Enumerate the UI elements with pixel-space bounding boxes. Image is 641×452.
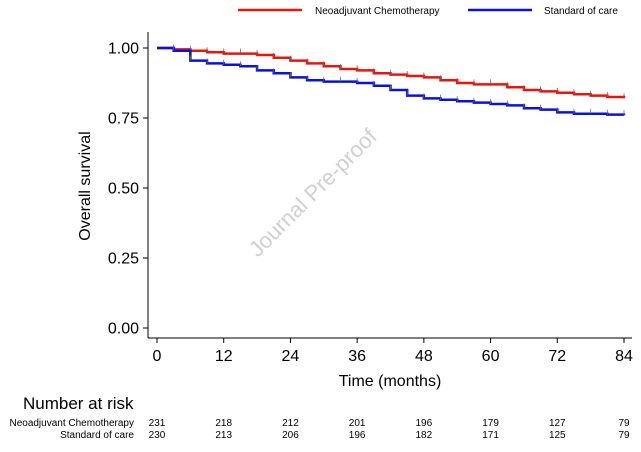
y-tick-label: 0.75 — [108, 111, 139, 128]
y-tick-label: 1.00 — [108, 41, 139, 58]
risk-count: 179 — [482, 418, 499, 429]
risk-count: 79 — [618, 430, 630, 441]
legend-label-neoadjuvant: Neoadjuvant Chemotherapy — [315, 6, 440, 17]
risk-row-label: Standard of care — [60, 430, 134, 441]
risk-count: 206 — [282, 430, 299, 441]
risk-count: 230 — [148, 430, 166, 441]
watermark: Journal Pre-proof — [244, 123, 382, 261]
y-tick-label: 0.25 — [108, 251, 139, 268]
y-tick-label: 0.00 — [108, 321, 139, 338]
risk-count: 127 — [548, 418, 566, 429]
risk-count: 196 — [348, 430, 366, 441]
risk-table-title: Number at risk — [23, 394, 134, 413]
legend: Neoadjuvant Chemotherapy Standard of car… — [238, 6, 618, 17]
x-axis-label: Time (months) — [339, 373, 442, 390]
risk-count: 171 — [482, 430, 499, 441]
risk-count: 182 — [415, 430, 433, 441]
risk-count: 201 — [348, 418, 366, 429]
risk-count: 79 — [618, 418, 630, 429]
survival-curve-standard — [157, 46, 626, 116]
risk-count: 218 — [215, 418, 233, 429]
x-tick-label: 72 — [548, 348, 566, 365]
x-tick-label: 12 — [215, 348, 233, 365]
x-tick-label: 0 — [153, 348, 162, 365]
legend-label-standard: Standard of care — [544, 6, 618, 17]
risk-count: 196 — [415, 418, 433, 429]
risk-count: 125 — [548, 430, 566, 441]
x-tick-label: 84 — [615, 348, 633, 365]
x-tick-label: 24 — [282, 348, 300, 365]
axes: 0.00 0.25 0.50 0.75 1.00 0 12 24 36 48 60 72 84 — [108, 32, 633, 365]
risk-row-label: Neoadjuvant Chemotherapy — [9, 418, 134, 429]
y-axis-label: Overall survival — [77, 131, 94, 240]
risk-count: 231 — [148, 418, 166, 429]
x-tick-label: 36 — [348, 348, 366, 365]
y-tick-label: 0.50 — [108, 181, 139, 198]
series-layer — [157, 44, 626, 116]
x-tick-label: 60 — [482, 348, 500, 365]
risk-count: 212 — [282, 418, 299, 429]
risk-count: 213 — [215, 430, 233, 441]
x-tick-label: 48 — [415, 348, 433, 365]
